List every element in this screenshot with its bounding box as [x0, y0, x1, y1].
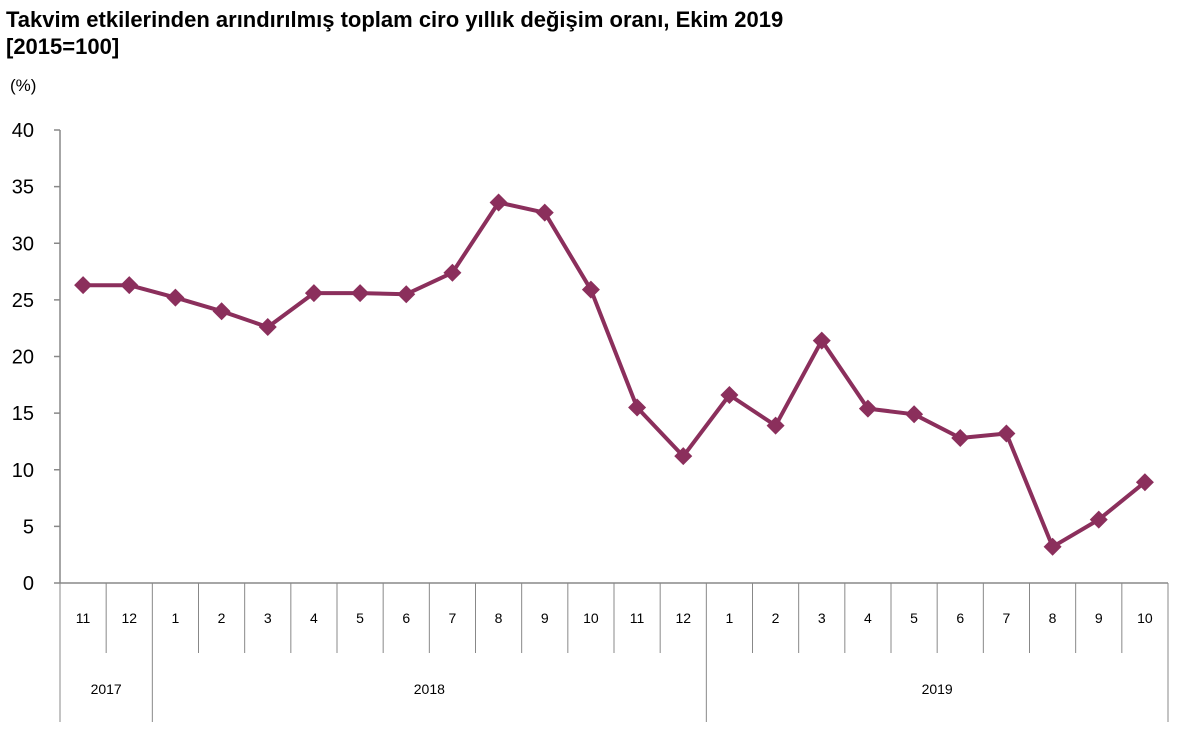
x-tick-label: 4 [864, 610, 872, 626]
data-point-marker [905, 405, 924, 424]
y-axis-label: (%) [10, 76, 37, 95]
data-point-marker [1135, 473, 1154, 492]
x-tick-label: 2 [218, 610, 226, 626]
x-tick-label: 11 [630, 610, 645, 626]
year-label: 2019 [922, 681, 953, 697]
x-tick-label: 1 [172, 610, 180, 626]
x-tick-label: 12 [121, 610, 137, 626]
y-tick-label: 40 [12, 120, 34, 142]
x-tick-label: 10 [583, 610, 599, 626]
data-point-marker [443, 263, 462, 282]
x-tick-label: 5 [356, 610, 364, 626]
x-tick-label: 6 [956, 610, 964, 626]
chart-title: Takvim etkilerinden arındırılmış toplam … [6, 6, 783, 60]
data-point-marker [212, 302, 231, 321]
data-point-marker [951, 429, 970, 448]
x-tick-label: 1 [726, 610, 734, 626]
y-tick-label: 10 [12, 460, 34, 482]
x-tick-label: 6 [402, 610, 410, 626]
x-tick-label: 10 [1137, 610, 1153, 626]
y-tick-label: 30 [12, 233, 34, 255]
x-tick-label: 7 [1003, 610, 1011, 626]
data-point-marker [397, 285, 416, 304]
data-point-marker [997, 424, 1016, 443]
data-point-marker [166, 288, 185, 307]
data-point-marker [258, 318, 277, 337]
data-point-marker [812, 331, 831, 350]
chart-subtitle: [2015=100] [6, 34, 120, 59]
year-label: 2018 [414, 681, 445, 697]
x-tick-label: 5 [910, 610, 918, 626]
data-point-marker [74, 276, 93, 295]
data-point-marker [581, 280, 600, 299]
data-point-marker [535, 203, 554, 222]
series-line [83, 200, 1147, 549]
data-point-marker [1089, 510, 1108, 529]
x-tick-label: 3 [818, 610, 826, 626]
y-tick-label: 25 [12, 290, 34, 312]
x-tick-label: 12 [675, 610, 691, 626]
x-tick-label: 8 [495, 610, 503, 626]
y-tick-label: 15 [12, 403, 34, 425]
x-tick-label: 9 [541, 610, 549, 626]
data-point-marker [766, 416, 785, 435]
chart-title-text: Takvim etkilerinden arındırılmış toplam … [6, 7, 784, 32]
data-point-marker [858, 399, 877, 418]
x-tick-label: 2 [772, 610, 780, 626]
x-tick-label: 9 [1095, 610, 1103, 626]
data-point-marker [674, 447, 693, 466]
data-point-marker [489, 193, 508, 212]
data-point-marker [1043, 537, 1062, 556]
x-tick-label: 8 [1049, 610, 1057, 626]
data-point-marker [351, 284, 370, 303]
x-tick-label: 3 [264, 610, 272, 626]
x-tick-label: 11 [76, 610, 91, 626]
y-tick-label: 0 [23, 573, 34, 595]
year-label: 2017 [91, 681, 122, 697]
data-point-marker [304, 284, 323, 303]
y-tick-label: 35 [12, 177, 34, 199]
y-tick-label: 5 [23, 516, 34, 538]
x-tick-label: 4 [310, 610, 318, 626]
x-tick-label: 7 [449, 610, 457, 626]
data-point-marker [720, 386, 739, 405]
data-point-marker [120, 276, 139, 295]
data-point-marker [628, 398, 647, 417]
y-tick-label: 20 [12, 347, 34, 369]
